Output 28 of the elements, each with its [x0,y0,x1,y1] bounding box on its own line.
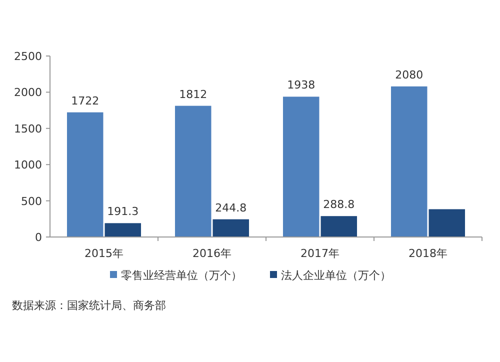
data-label: 1722 [71,94,100,108]
y-tick-label: 0 [35,231,42,244]
y-tick-label: 1000 [14,158,42,172]
bar [282,96,320,237]
legend-label: 零售业经营单位（万个） [121,269,242,282]
x-tick-label: 2017年 [300,247,340,260]
x-tick-label: 2016年 [192,247,232,260]
y-tick-label: 2000 [14,86,42,100]
legend-label: 法人企业单位（万个） [281,269,391,282]
bar [212,219,250,237]
data-label: 244.8 [215,201,247,214]
bar [320,216,358,237]
y-tick-label: 500 [21,194,42,208]
source-note: 数据来源：国家统计局、商务部 [12,299,166,312]
y-tick-label: 2500 [14,50,42,63]
x-tick-label: 2018年 [408,247,448,260]
y-tick-label: 1500 [14,122,42,136]
bar [428,209,466,237]
bar [66,112,104,237]
data-label: 288.8 [323,198,355,212]
x-tick-label: 2015年 [84,247,124,260]
bar [174,106,212,237]
data-label: 1812 [179,88,208,101]
data-label: 1938 [287,78,316,92]
data-label: 2080 [395,68,424,82]
bar [104,223,142,237]
data-label: 191.3 [107,205,139,218]
bar [390,86,428,237]
